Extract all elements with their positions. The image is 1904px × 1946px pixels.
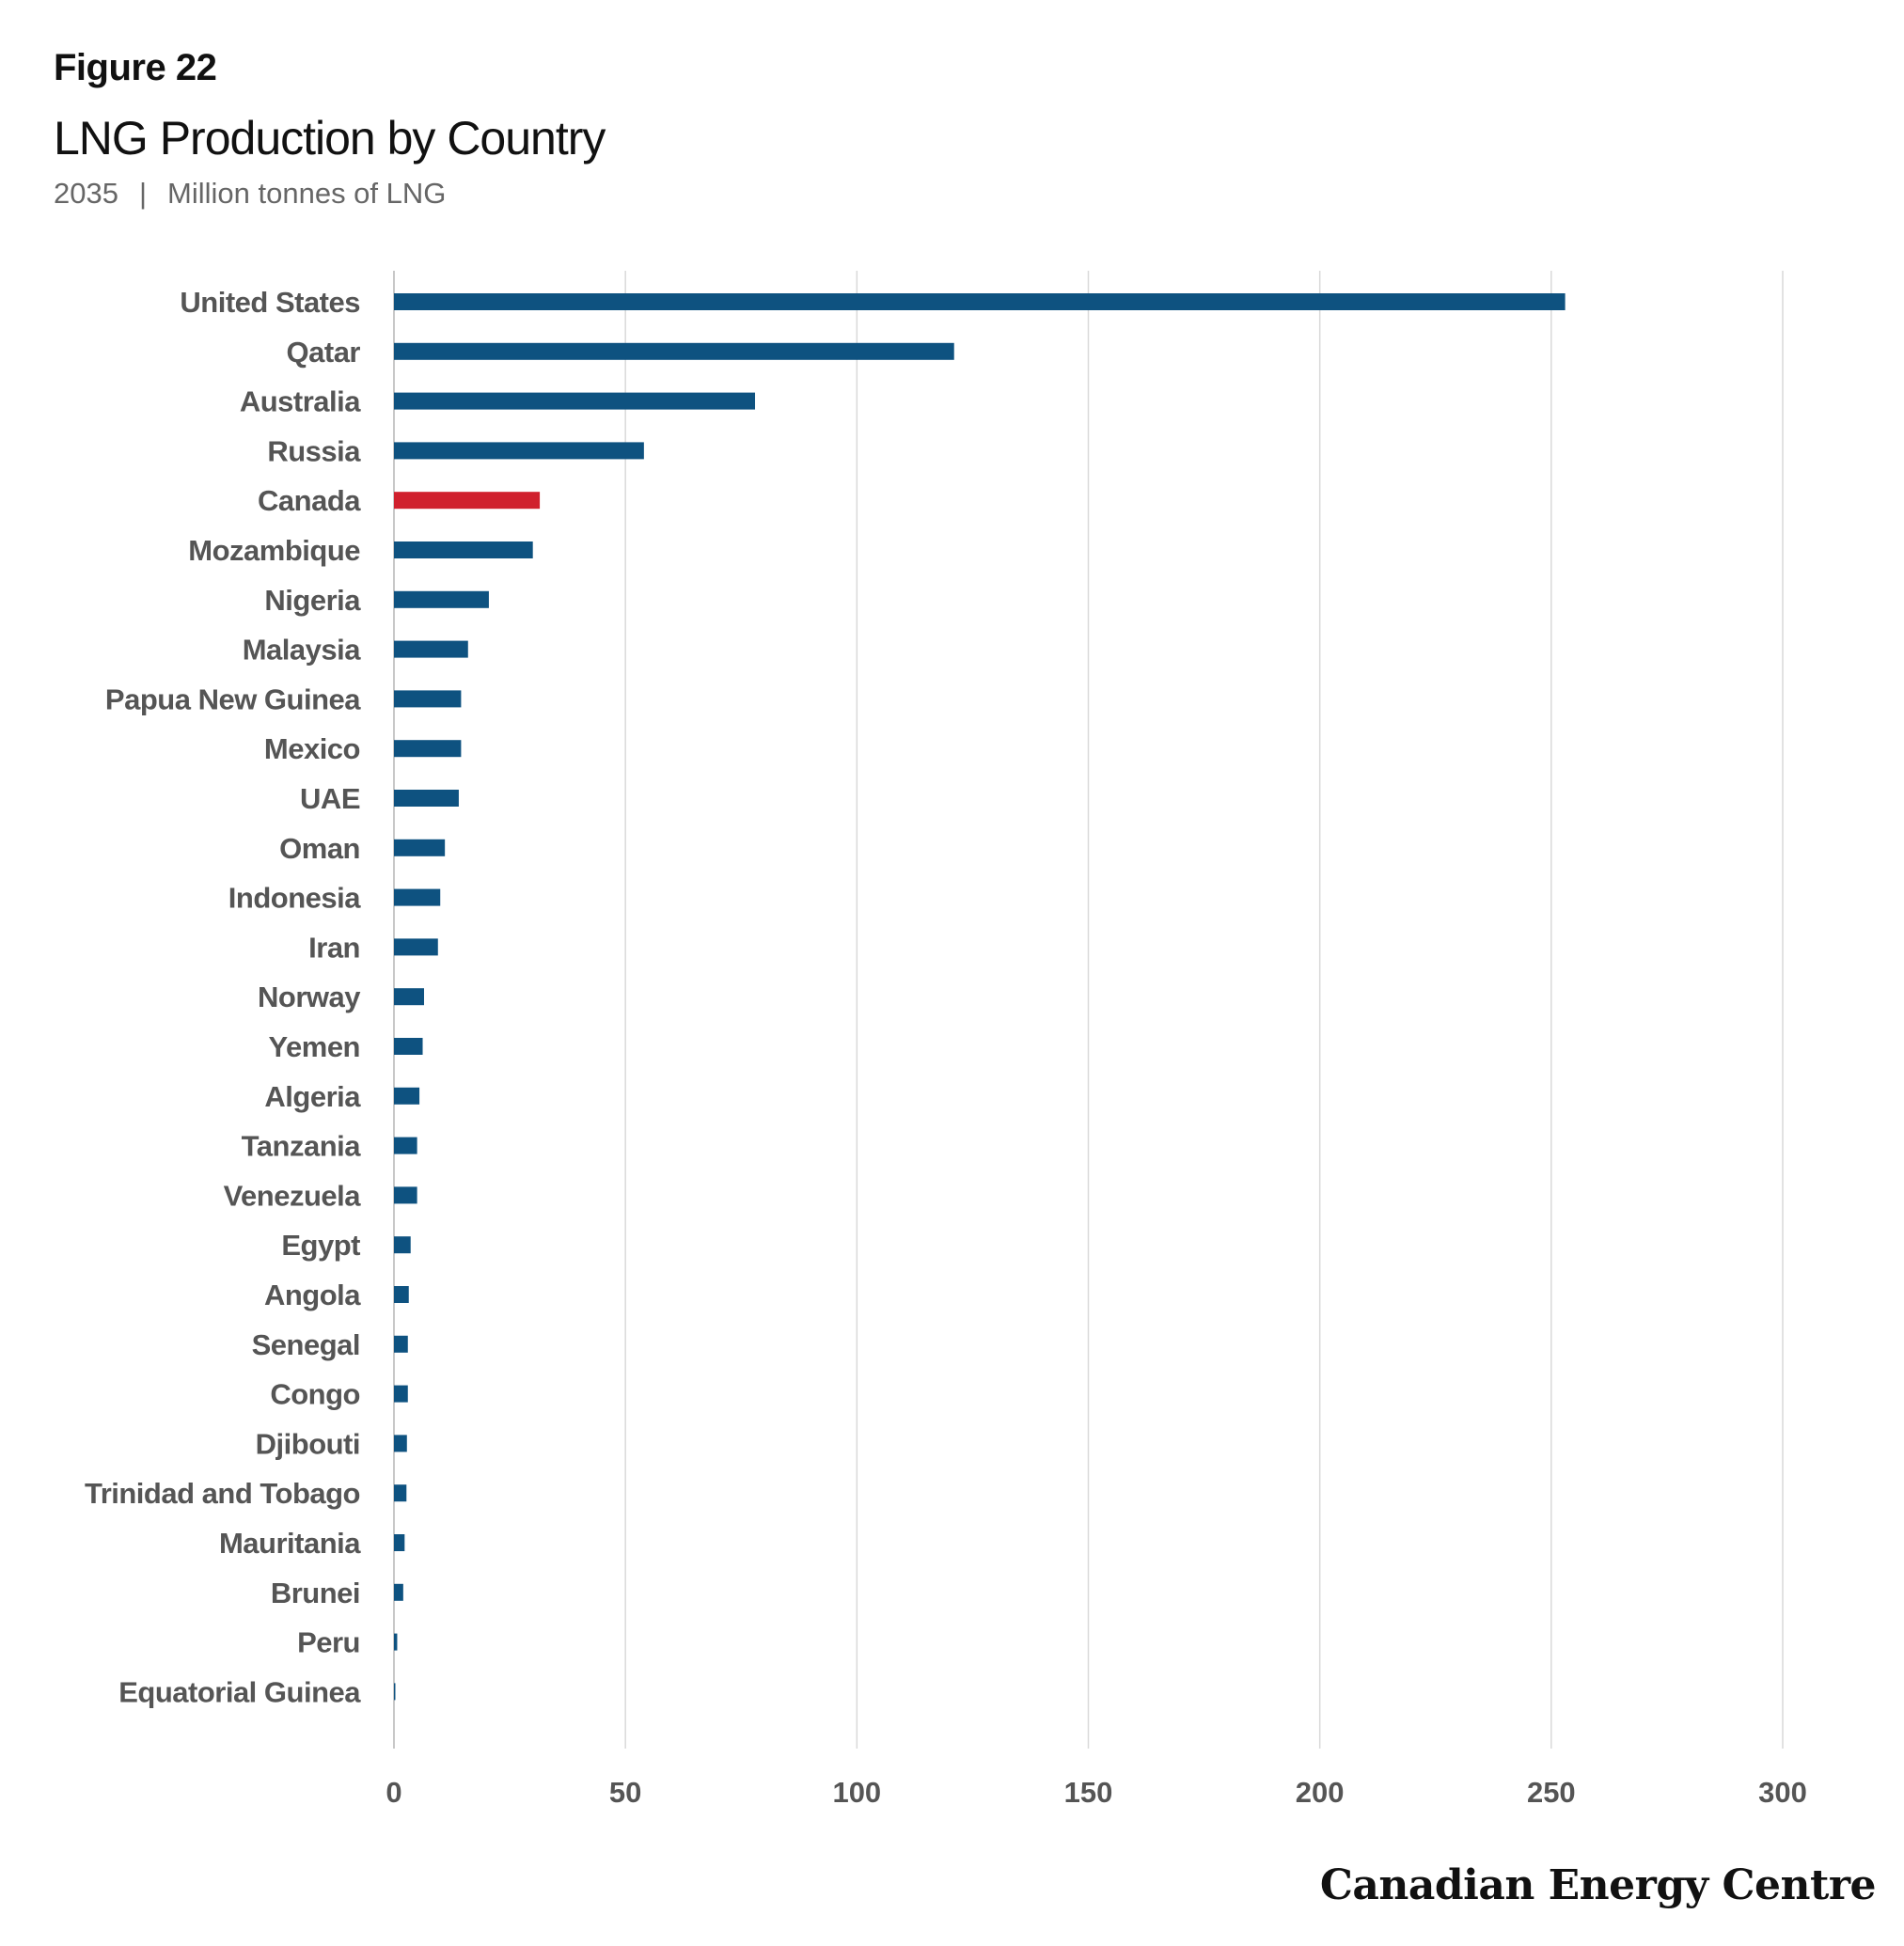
bar-egypt [394, 1236, 411, 1254]
bar-tanzania [394, 1137, 417, 1154]
bar-indonesia [394, 888, 441, 906]
category-label-mexico: Mexico [264, 732, 360, 765]
subtitle-year: 2035 [54, 177, 118, 210]
category-label-congo: Congo [270, 1378, 360, 1411]
x-tick-label: 50 [609, 1776, 641, 1809]
category-label-egypt: Egypt [281, 1229, 360, 1262]
brand-logo-text: Canadian Energy Centre [1319, 1861, 1877, 1909]
category-label-qatar: Qatar [287, 336, 361, 369]
category-label-algeria: Algeria [264, 1080, 361, 1113]
category-label-mozambique: Mozambique [188, 534, 360, 567]
category-label-tanzania: Tanzania [242, 1130, 362, 1163]
category-label-equatorial-guinea: Equatorial Guinea [118, 1675, 361, 1708]
x-tick-label: 150 [1064, 1776, 1113, 1809]
category-label-uae: UAE [300, 782, 360, 815]
bar-oman [394, 839, 446, 856]
bar-mauritania [394, 1534, 405, 1551]
category-label-malaysia: Malaysia [243, 634, 362, 667]
x-tick-label: 0 [386, 1776, 401, 1809]
subtitle-separator: | [138, 177, 148, 210]
category-label-peru: Peru [297, 1626, 360, 1659]
category-label-angola: Angola [264, 1279, 361, 1311]
x-tick-label: 200 [1296, 1776, 1345, 1809]
category-label-iran: Iran [308, 931, 360, 964]
bar-united-states [394, 293, 1566, 310]
bar-russia [394, 442, 644, 460]
bar-nigeria [394, 590, 489, 608]
bar-peru [394, 1633, 398, 1651]
category-label-united-states: United States [180, 286, 360, 319]
category-label-nigeria: Nigeria [264, 584, 361, 617]
category-label-indonesia: Indonesia [228, 882, 361, 915]
gridlines [393, 271, 1784, 1749]
category-label-papua-new-guinea: Papua New Guinea [105, 683, 361, 715]
bar-senegal [394, 1335, 408, 1353]
category-label-mauritania: Mauritania [219, 1527, 361, 1560]
bar-trinidad-and-tobago [394, 1484, 407, 1502]
x-tick-labels: 0 50 100 150 200 250 300 [386, 1776, 1806, 1809]
bar-algeria [394, 1087, 420, 1105]
x-tick-label: 100 [832, 1776, 881, 1809]
subtitle-unit: Million tonnes of LNG [167, 177, 447, 210]
bar-angola [394, 1286, 409, 1303]
chart-title: LNG Production by Country [54, 112, 606, 165]
bar-papua-new-guinea [394, 690, 462, 708]
bar-canada [394, 492, 541, 510]
x-tick-label: 300 [1758, 1776, 1807, 1809]
bar-djibouti [394, 1435, 407, 1452]
bar-qatar [394, 342, 954, 360]
bar-uae [394, 790, 459, 807]
chart-subtitle: 2035 | Million tonnes of LNG [54, 177, 446, 211]
category-labels: United States Qatar Australia Russia Canada M… [85, 286, 362, 1708]
x-tick-label: 250 [1527, 1776, 1576, 1809]
bar-norway [394, 988, 425, 1006]
category-label-oman: Oman [279, 832, 360, 865]
bar-australia [394, 392, 756, 410]
category-label-brunei: Brunei [271, 1577, 360, 1609]
bar-equatorial-guinea [394, 1683, 396, 1701]
bar-yemen [394, 1038, 423, 1055]
category-label-trinidad-and-tobago: Trinidad and Tobago [85, 1477, 360, 1510]
category-label-senegal: Senegal [252, 1328, 360, 1361]
category-label-russia: Russia [267, 434, 361, 467]
figure-label: Figure 22 [54, 47, 217, 88]
category-label-canada: Canada [258, 484, 361, 517]
category-label-venezuela: Venezuela [224, 1179, 362, 1212]
bars [394, 293, 1566, 1701]
bar-venezuela [394, 1186, 417, 1204]
bar-mozambique [394, 541, 533, 558]
category-label-norway: Norway [258, 981, 361, 1013]
bar-brunei [394, 1583, 403, 1601]
category-label-djibouti: Djibouti [256, 1427, 360, 1460]
bar-iran [394, 938, 438, 956]
bar-congo [394, 1385, 408, 1403]
category-label-australia: Australia [240, 385, 361, 418]
category-label-yemen: Yemen [269, 1030, 360, 1063]
bar-malaysia [394, 640, 468, 658]
bar-mexico [394, 740, 462, 758]
